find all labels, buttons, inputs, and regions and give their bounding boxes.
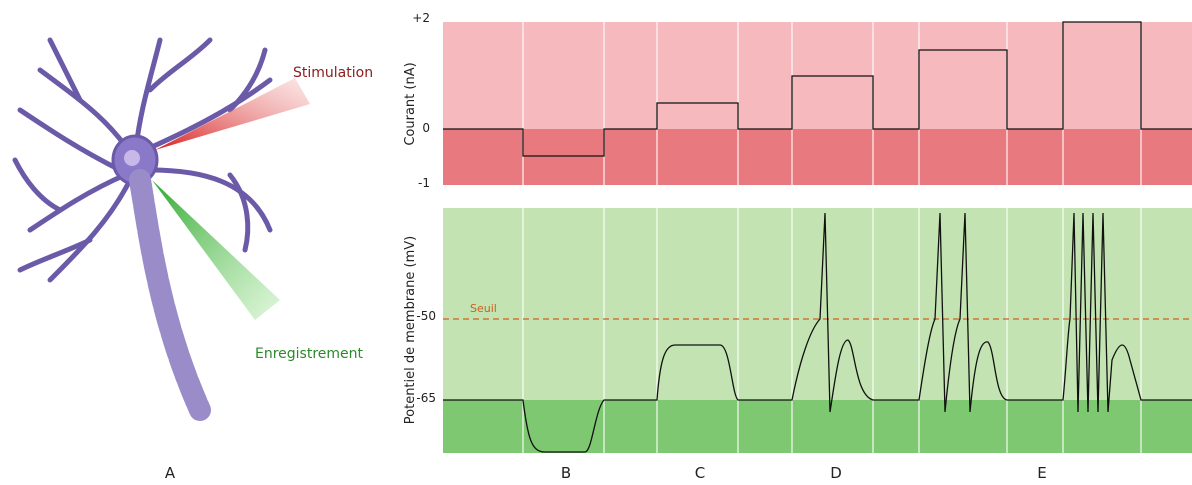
current-negative-area (443, 129, 1192, 185)
tick-label: -50 (416, 309, 436, 323)
panel-label: E (1037, 464, 1046, 482)
stimulation-electrode (155, 78, 310, 150)
voltage-trace (443, 212, 1192, 453)
voltage-lower-area (443, 400, 1192, 453)
current-trace (443, 21, 1192, 157)
recording-label: Enregistrement (255, 346, 364, 362)
panel-label: A (165, 464, 176, 482)
panel-label: D (830, 464, 842, 482)
recording-electrode (152, 180, 280, 320)
tick-label: -1 (418, 176, 430, 190)
panel-label: B (561, 464, 571, 482)
tick-label: -65 (416, 391, 436, 405)
stimulation-label: Stimulation (293, 65, 373, 81)
voltage-upper-area (443, 208, 1192, 400)
neuron-illustration (12, 37, 273, 421)
panel-label: C (695, 464, 705, 482)
threshold-label: Seuil (470, 302, 497, 315)
current-axis-label: Courant (nA) (403, 62, 418, 145)
tick-label: 0 (422, 121, 430, 135)
tick-label: +2 (412, 11, 430, 25)
voltage-axis-label: Potentiel de membrane (mV) (403, 236, 418, 424)
